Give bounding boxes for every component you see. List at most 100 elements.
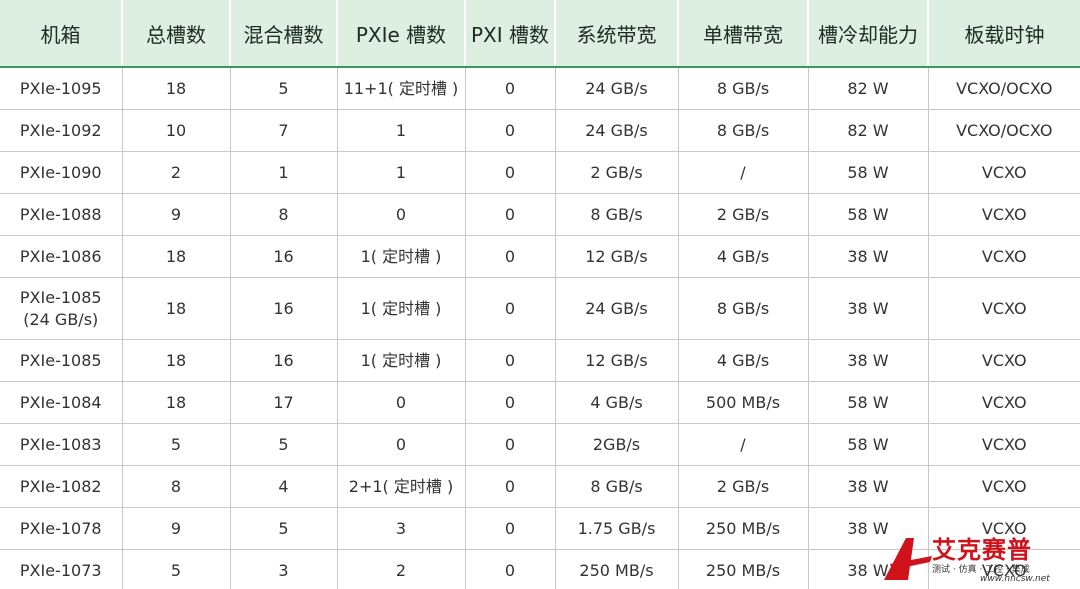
table-cell: 5	[122, 423, 231, 466]
table-cell: 1	[230, 151, 338, 194]
table-cell: 7	[230, 109, 338, 152]
table-cell: 8 GB/s	[678, 277, 809, 340]
table-cell: VCXO	[928, 193, 1080, 236]
column-header: PXIe 槽数	[337, 0, 466, 68]
column-header: 单槽带宽	[678, 0, 809, 68]
table-cell: 3	[230, 549, 338, 589]
table-cell: 9	[122, 507, 231, 550]
table-row: PXIe-1084 18 17 0 0 4 GB/s 500 MB/s 58 W VCXO	[0, 381, 1080, 424]
table-cell: 8	[230, 193, 338, 236]
url: www.hncsw.net	[980, 574, 1050, 584]
table-cell: /	[678, 423, 809, 466]
table-cell: 0	[465, 151, 556, 194]
table-cell: 2 GB/s	[678, 465, 809, 508]
table-cell: 9	[122, 193, 231, 236]
table-cell: 18	[122, 339, 231, 382]
table-cell: 10	[122, 109, 231, 152]
table-row: PXIe-1083 5 5 0 0 2GB/s/58 W VCXO	[0, 423, 1080, 466]
table-cell: 58 W	[808, 423, 929, 466]
table-cell: 4 GB/s	[678, 235, 809, 278]
table-cell: 500 MB/s	[678, 381, 809, 424]
table-cell: 0	[465, 235, 556, 278]
table-cell: 38 W	[808, 235, 929, 278]
column-header: 槽冷却能力	[808, 0, 929, 68]
table-cell: 250 MB/s	[555, 549, 679, 589]
table-cell: VCXO/OCXO	[928, 67, 1080, 110]
table-cell: 1	[337, 151, 466, 194]
table-cell: 16	[230, 339, 338, 382]
table-cell: 58 W	[808, 151, 929, 194]
brand: 艾克赛普	[932, 536, 1032, 564]
table-cell: 1( 定时槽 )	[337, 235, 466, 278]
table-row: PXIe-1073 5 3 2 0 250 MB/s 250 MB/s 38 W VCXO	[0, 549, 1080, 589]
table-cell: VCXO	[928, 549, 1080, 589]
table-cell: VCXO	[928, 423, 1080, 466]
table-cell: 2 GB/s	[678, 193, 809, 236]
table-cell: 8 GB/s	[678, 109, 809, 152]
table-row: PXIe-1092 10 7 1 0 24 GB/s 8 GB/s 82 W VCXO/OCXO	[0, 109, 1080, 152]
table-cell: 18	[122, 381, 231, 424]
column-header: 总槽数	[122, 0, 231, 68]
table-cell: 0	[337, 193, 466, 236]
table-cell: 4 GB/s	[555, 381, 679, 424]
tagline: 测试 · 仿真 · 工控 · 集成	[932, 565, 1030, 575]
table-cell: VCXO	[928, 151, 1080, 194]
table-cell: /	[678, 151, 809, 194]
table-cell: 2	[337, 549, 466, 589]
table-cell: 8 GB/s	[678, 67, 809, 110]
table-cell: VCXO	[928, 465, 1080, 508]
table-body: PXIe-1095 18 5 11+1( 定时槽 ) 0 24 GB/s 8 GB/s 82 …	[0, 67, 1080, 589]
table-cell: PXIe-1073	[0, 549, 123, 589]
table-cell: 4	[230, 465, 338, 508]
table-cell: 8 GB/s	[555, 465, 679, 508]
table-cell: PXIe-1092	[0, 109, 123, 152]
table-cell: 0	[465, 193, 556, 236]
table-cell: PXIe-1095	[0, 67, 123, 110]
table-cell: PXIe-1085	[0, 339, 123, 382]
column-header: 机箱	[0, 0, 123, 68]
table-cell: 0	[337, 381, 466, 424]
table-cell: PXIe-1090	[0, 151, 123, 194]
table-cell: 16	[230, 277, 338, 340]
table-cell: VCXO	[928, 381, 1080, 424]
table-cell: 18	[122, 277, 231, 340]
table-cell: VCXO/OCXO	[928, 109, 1080, 152]
table-cell: 8	[122, 465, 231, 508]
table-cell: 16	[230, 235, 338, 278]
table-cell: 38 W	[808, 277, 929, 340]
table-cell: PXIe-1082	[0, 465, 123, 508]
table-cell: 1( 定时槽 )	[337, 339, 466, 382]
table-cell: PXIe-1086	[0, 235, 123, 278]
watermark: 艾克赛普 测试 · 仿真 · 工控 · 集成 www.hncsw.net	[880, 528, 1070, 586]
table-cell: 82 W	[808, 67, 929, 110]
table-cell: 0	[465, 507, 556, 550]
table-cell: 18	[122, 235, 231, 278]
table-cell: 24 GB/s	[555, 109, 679, 152]
table-row: PXIe-1082 8 4 2+1( 定时槽 ) 0 8 GB/s 2 GB/s 38 W VC…	[0, 465, 1080, 508]
table-cell: VCXO	[928, 235, 1080, 278]
table-cell: 24 GB/s	[555, 277, 679, 340]
table-cell: 5	[230, 507, 338, 550]
table-cell: 2 GB/s	[555, 151, 679, 194]
table-cell: 0	[465, 109, 556, 152]
column-header: PXI 槽数	[465, 0, 556, 68]
table-cell: 0	[465, 277, 556, 340]
table-cell: 38 W	[808, 465, 929, 508]
table-cell: 24 GB/s	[555, 67, 679, 110]
table-cell: 0	[465, 67, 556, 110]
table-cell: 58 W	[808, 193, 929, 236]
table-cell: 5	[230, 67, 338, 110]
table-cell: PXIe-1084	[0, 381, 123, 424]
table-cell: 1.75 GB/s	[555, 507, 679, 550]
table-cell: 0	[465, 549, 556, 589]
table-cell: 4 GB/s	[678, 339, 809, 382]
table-cell: PXIe-1083	[0, 423, 123, 466]
table-cell: 82 W	[808, 109, 929, 152]
table-cell: PXIe-1088	[0, 193, 123, 236]
table-cell: VCXO	[928, 339, 1080, 382]
table-cell: PXIe-1078	[0, 507, 123, 550]
table-cell: 2	[122, 151, 231, 194]
table-cell: 2+1( 定时槽 )	[337, 465, 466, 508]
